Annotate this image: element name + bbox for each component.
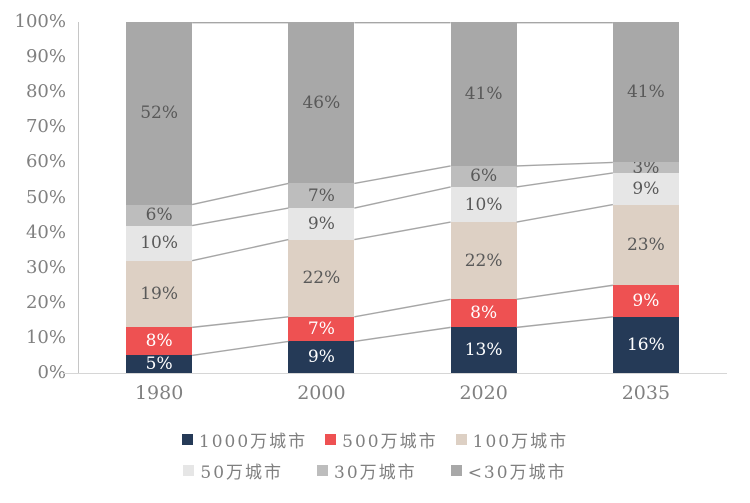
bar-segment bbox=[126, 260, 193, 328]
segment-data-label: 22% bbox=[464, 250, 503, 271]
stacked-bar-2020: 13% 8% 22% 10% 6% 41% bbox=[450, 22, 517, 373]
legend-item: 50万城市 bbox=[183, 458, 283, 483]
bar-segment bbox=[612, 204, 679, 286]
bar-segment bbox=[288, 316, 355, 342]
legend-item: 100万城市 bbox=[455, 427, 569, 452]
x-axis-category-label: 2000 bbox=[297, 382, 346, 404]
legend-row: 1000万城市 500万城市 100万城市 bbox=[181, 424, 569, 455]
bar-segment bbox=[126, 355, 193, 373]
legend-swatch-icon bbox=[325, 434, 337, 445]
bar-segment bbox=[450, 186, 517, 223]
segment-data-label: 23% bbox=[626, 234, 665, 255]
bar-segment bbox=[612, 22, 679, 163]
legend-label: 100万城市 bbox=[472, 432, 569, 452]
legend-label: 50万城市 bbox=[200, 463, 284, 483]
stacked-bar-1980: 5% 8% 19% 10% 6% 52% bbox=[126, 22, 193, 374]
segment-data-label: 16% bbox=[626, 334, 665, 355]
y-axis-tick-label: 40% bbox=[25, 221, 66, 243]
legend-label: 30万城市 bbox=[334, 463, 417, 483]
legend-item: <30万城市 bbox=[450, 458, 567, 483]
x-axis-category-label: 1980 bbox=[134, 382, 184, 404]
plot-area: 5% 8% 19% 10% 6% 52% 9% 7% 22% 9% 7% 46% 13% 8% 22% 10%… bbox=[78, 22, 727, 374]
legend-label: 500万城市 bbox=[342, 432, 438, 452]
y-axis-line bbox=[78, 22, 79, 373]
segment-data-label: 10% bbox=[464, 194, 503, 215]
y-axis-tick-label: 20% bbox=[25, 291, 66, 313]
bar-segment bbox=[126, 327, 193, 356]
bar-segment bbox=[450, 299, 517, 328]
y-axis-tick-label: 10% bbox=[25, 326, 66, 348]
y-axis-tick-label: 100% bbox=[14, 11, 66, 32]
y-axis-tick-label: 30% bbox=[25, 256, 66, 278]
segment-data-label: 8% bbox=[470, 303, 498, 324]
bar-segment bbox=[612, 316, 679, 373]
x-axis-line bbox=[63, 373, 727, 374]
bar-segment bbox=[612, 162, 679, 173]
y-axis-tick-label: 0% bbox=[37, 362, 66, 383]
segment-data-label: 5% bbox=[145, 354, 173, 375]
segment-data-label: 8% bbox=[145, 331, 173, 352]
y-axis-tick-label: 80% bbox=[25, 81, 66, 103]
legend-swatch-icon bbox=[181, 434, 193, 445]
segment-data-label: 41% bbox=[626, 82, 665, 103]
legend-swatch-icon bbox=[450, 465, 462, 476]
y-axis-tick-label: 50% bbox=[25, 186, 66, 208]
bar-segment bbox=[612, 172, 679, 205]
x-axis-category-label: 2035 bbox=[621, 382, 671, 404]
segment-data-label: 9% bbox=[307, 347, 335, 368]
bar-segment bbox=[450, 165, 517, 187]
segment-data-label: 46% bbox=[302, 92, 341, 113]
bar-segment bbox=[450, 22, 517, 166]
bar-segment bbox=[288, 183, 355, 209]
stacked-bar-2035: 16% 9% 23% 9% 3% 41% bbox=[612, 22, 679, 373]
segment-data-label: 19% bbox=[140, 284, 179, 305]
bar-segment bbox=[126, 204, 193, 226]
bar-segment bbox=[288, 239, 355, 317]
legend-swatch-icon bbox=[455, 434, 467, 445]
segment-data-label: 7% bbox=[307, 319, 335, 340]
legend-item: 1000万城市 bbox=[181, 427, 308, 452]
legend-row: 50万城市 30万城市 <30万城市 bbox=[183, 455, 566, 486]
segment-data-label: 10% bbox=[140, 233, 179, 254]
legend-item: 500万城市 bbox=[325, 427, 437, 452]
segment-data-label: 13% bbox=[464, 340, 503, 361]
legend-item: 30万城市 bbox=[317, 458, 417, 483]
segment-data-label: 9% bbox=[307, 213, 335, 234]
segment-data-label: 7% bbox=[307, 185, 335, 206]
bar-segment bbox=[288, 22, 355, 184]
y-axis-tick-label: 90% bbox=[25, 46, 66, 68]
bar-segment bbox=[288, 341, 355, 373]
segment-data-label: 6% bbox=[470, 166, 498, 187]
x-axis-category-label: 2020 bbox=[459, 382, 508, 404]
segment-data-label: 22% bbox=[302, 268, 341, 289]
legend-swatch-icon bbox=[317, 465, 329, 476]
stacked-bar-2000: 9% 7% 22% 9% 7% 46% bbox=[288, 22, 355, 373]
bar-segment bbox=[126, 225, 193, 261]
segment-data-label: 41% bbox=[464, 83, 503, 104]
bar-segment bbox=[450, 327, 517, 373]
legend-label: 1000万城市 bbox=[198, 432, 308, 452]
bar-segment bbox=[126, 22, 193, 205]
segment-data-label: 9% bbox=[632, 178, 660, 199]
segment-data-label: 6% bbox=[145, 205, 173, 226]
segment-data-label: 3% bbox=[632, 157, 660, 178]
legend: 1000万城市 500万城市 100万城市 50万城市 30万城市 <30万城市 bbox=[0, 424, 750, 486]
bar-segment bbox=[612, 285, 679, 317]
legend-label: <30万城市 bbox=[467, 463, 567, 483]
bar-segment bbox=[288, 208, 355, 240]
legend-swatch-icon bbox=[183, 465, 195, 476]
bar-segment bbox=[450, 222, 517, 300]
y-axis-tick-label: 70% bbox=[25, 116, 66, 138]
segment-data-label: 9% bbox=[632, 291, 660, 312]
y-axis-tick-label: 60% bbox=[25, 151, 66, 173]
segment-data-label: 52% bbox=[140, 103, 179, 124]
